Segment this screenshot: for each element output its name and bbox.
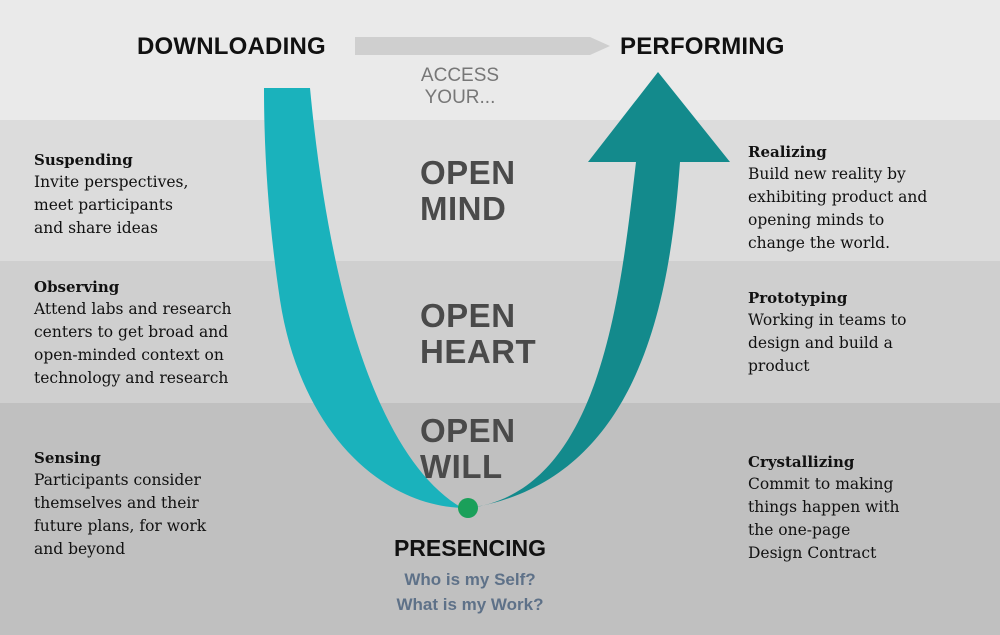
performing-label: PERFORMING [620, 33, 785, 60]
band-access [0, 0, 1000, 120]
band-open-heart [0, 261, 1000, 403]
step-title: Realizing [748, 143, 827, 161]
step-suspending: Suspending Invite perspectives, meet par… [34, 149, 188, 240]
step-title: Prototyping [748, 289, 848, 307]
step-body: Invite perspectives, meet participants a… [34, 173, 189, 237]
open-mind-line1: OPEN [420, 154, 516, 191]
downloading-label: DOWNLOADING [137, 33, 326, 60]
step-sensing: Sensing Participants consider themselves… [34, 447, 206, 561]
step-title: Suspending [34, 151, 133, 169]
open-will-label: OPEN WILL [420, 413, 516, 485]
step-crystallizing: Crystallizing Commit to making things ha… [748, 451, 900, 565]
step-body: Attend labs and research centers to get … [34, 300, 232, 387]
open-heart-line2: HEART [420, 333, 537, 370]
your-line: YOUR... [424, 87, 496, 108]
step-body: Participants consider themselves and the… [34, 471, 207, 558]
step-observing: Observing Attend labs and research cente… [34, 276, 231, 390]
open-will-line1: OPEN [420, 412, 516, 449]
open-heart-label: OPEN HEART [420, 298, 536, 370]
step-title: Crystallizing [748, 453, 855, 471]
open-mind-line2: MIND [420, 190, 507, 227]
presencing-label: PRESENCING [393, 535, 547, 561]
band-open-will [0, 403, 1000, 635]
step-body: Build new reality by exhibiting product … [748, 165, 928, 252]
band-open-mind [0, 120, 1000, 261]
step-title: Observing [34, 278, 120, 296]
access-your-label: ACCESS YOUR... [380, 65, 540, 109]
step-prototyping: Prototyping Working in teams to design a… [748, 287, 906, 378]
open-heart-line1: OPEN [420, 297, 516, 334]
step-body: Working in teams to design and build a p… [748, 311, 907, 375]
presencing-dot [458, 498, 478, 518]
flow-arrow [355, 37, 610, 55]
step-title: Sensing [34, 449, 101, 467]
u-right-arm [470, 72, 730, 508]
question-self: Who is my Self? [404, 570, 536, 589]
question-work: What is my Work? [396, 595, 544, 614]
step-realizing: Realizing Build new reality by exhibitin… [748, 141, 927, 255]
open-will-line2: WILL [420, 448, 503, 485]
u-left-arm [264, 88, 462, 508]
open-mind-label: OPEN MIND [420, 155, 516, 227]
access-line: ACCESS [420, 65, 500, 86]
step-body: Commit to making things happen with the … [748, 475, 900, 562]
